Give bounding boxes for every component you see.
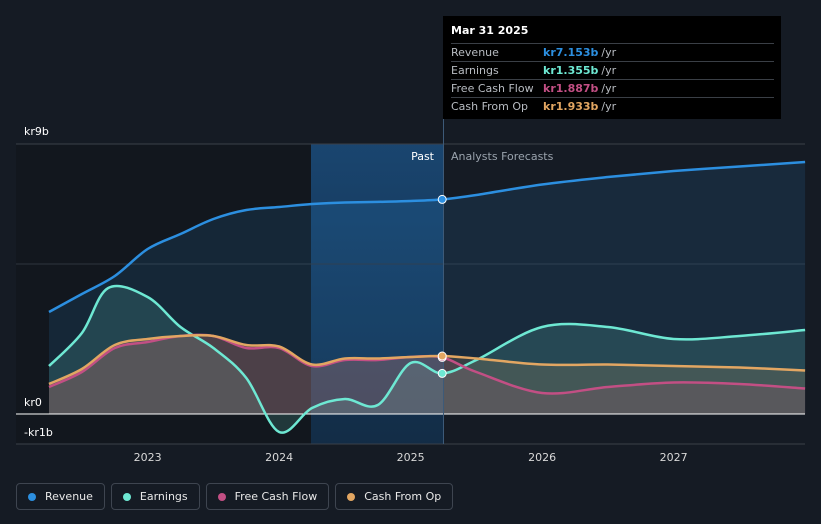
tooltip-date: Mar 31 2025 (451, 24, 529, 37)
legend-label: Cash From Op (364, 490, 442, 503)
line-earnings (48, 284, 806, 434)
section-past-label: Past (411, 150, 435, 163)
legend-item-earnings[interactable]: Earnings (110, 483, 200, 510)
tooltip-row-unit: /yr (601, 46, 617, 59)
tooltip-row-free-cash-flow: Free Cash Flow kr1.887b /yr (451, 79, 774, 97)
tooltip-row-label: Free Cash Flow (451, 82, 534, 95)
y-axis-zero-label: kr0 (24, 396, 42, 409)
legend-label: Revenue (45, 490, 93, 503)
x-tick-2026: 2026 (528, 451, 556, 464)
line-cash-from-op (48, 333, 806, 386)
y-axis-bottom-label: -kr1b (24, 426, 53, 439)
tooltip-row-value: kr7.153b (543, 46, 599, 59)
tooltip-row-earnings: Earnings kr1.355b /yr (451, 61, 774, 79)
series-areas (49, 162, 806, 433)
tooltip-row-unit: /yr (601, 100, 617, 113)
legend-dot-icon (217, 492, 226, 501)
legend-dot-icon (28, 492, 36, 501)
legend-item-cash-from-op[interactable]: Cash From Op (335, 483, 454, 510)
legend-label: Earnings (139, 490, 188, 503)
tooltip-row-value: kr1.887b (543, 82, 599, 95)
past-highlight-band (311, 144, 444, 444)
x-axis-ticks: 2023 2024 2025 2026 2027 (134, 451, 688, 464)
legend-dot-icon (347, 492, 356, 501)
tooltip-row-label: Revenue (451, 46, 499, 59)
tooltip-row-unit: /yr (601, 64, 617, 77)
hover-markers (437, 194, 447, 378)
x-tick-2027: 2027 (660, 451, 688, 464)
y-axis-top-label: kr9b (24, 125, 49, 138)
past-background (16, 144, 311, 444)
tooltip-row-label: Earnings (451, 64, 499, 77)
hover-tooltip: Mar 31 2025 Revenue kr7.153b /yr Earning… (443, 16, 781, 119)
line-revenue (48, 160, 806, 314)
area-earnings (49, 285, 806, 433)
area-cash-from-op (49, 335, 806, 414)
tooltip-row-value: kr1.933b (543, 100, 599, 113)
legend-item-revenue[interactable]: Revenue (16, 483, 105, 510)
area-revenue (49, 162, 806, 414)
marker-cash-from-op (437, 351, 447, 361)
legend-label: Free Cash Flow (234, 490, 318, 503)
area-free-cash-flow (49, 334, 806, 414)
chart-legend: Revenue Earnings Free Cash Flow Cash Fro… (16, 483, 454, 510)
legend-dot-icon (122, 492, 131, 501)
marker-revenue (437, 194, 447, 204)
marker-earnings (437, 368, 447, 378)
series-lines (48, 160, 806, 434)
tooltip-row-revenue: Revenue kr7.153b /yr (451, 43, 774, 61)
tooltip-row-cash-from-op: Cash From Op kr1.933b /yr (451, 97, 774, 115)
tooltip-row-unit: /yr (601, 82, 617, 95)
x-tick-2024: 2024 (265, 451, 293, 464)
x-tick-2023: 2023 (134, 451, 162, 464)
line-free-cash-flow (48, 333, 806, 395)
tooltip-row-value: kr1.355b (543, 64, 599, 77)
x-tick-2025: 2025 (397, 451, 425, 464)
section-forecast-label: Analysts Forecasts (451, 150, 554, 163)
tooltip-row-label: Cash From Op (451, 100, 529, 113)
legend-item-free-cash-flow[interactable]: Free Cash Flow (205, 483, 330, 510)
